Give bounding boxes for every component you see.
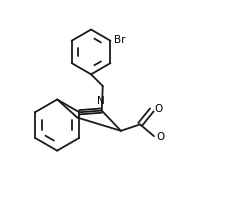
Text: N: N [97, 96, 104, 106]
Text: Br: Br [114, 35, 126, 45]
Text: O: O [156, 132, 164, 142]
Text: O: O [154, 104, 162, 114]
